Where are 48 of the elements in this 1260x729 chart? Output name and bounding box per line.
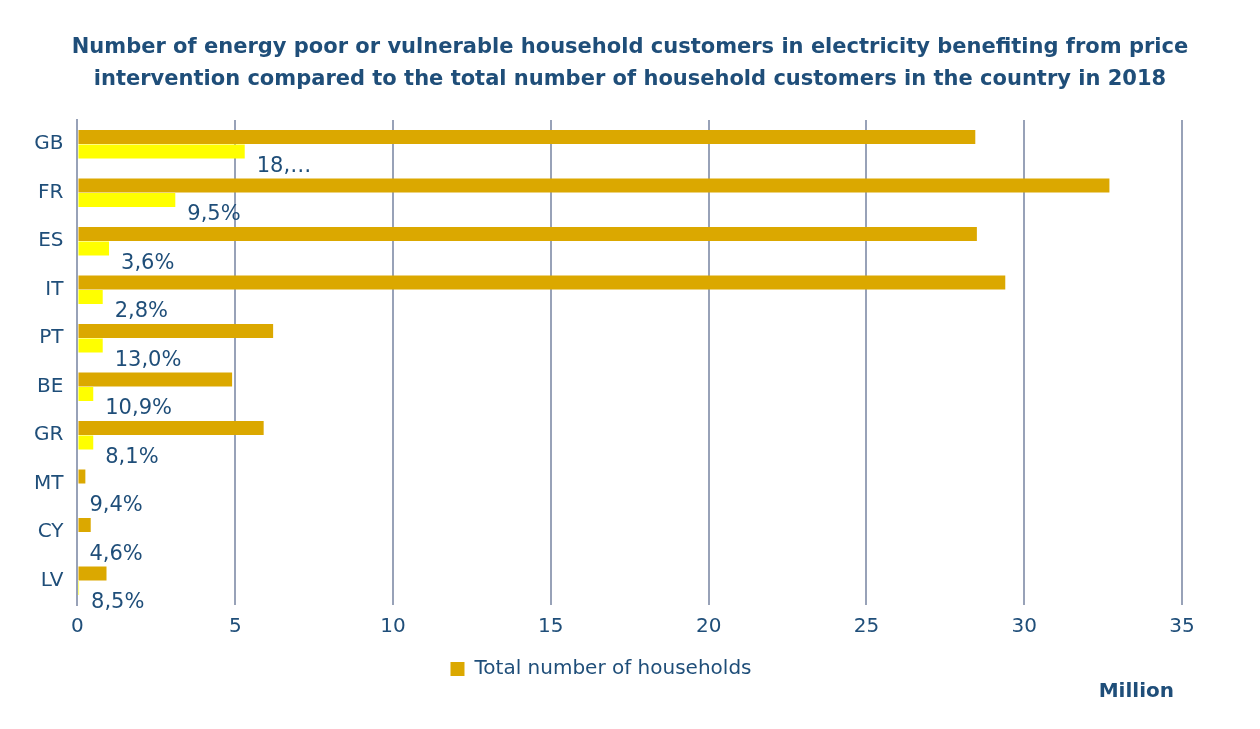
y-tick-label: FR (38, 178, 64, 203)
y-tick-label: GR (34, 421, 64, 446)
bar (78, 387, 94, 401)
bar (78, 241, 110, 256)
annotation: 10,9% (105, 395, 172, 420)
bar (78, 178, 1110, 193)
x-tick-label: 30 (1011, 613, 1037, 638)
annotation: 9,4% (89, 492, 143, 517)
bar (78, 144, 245, 159)
x-tick-label: 10 (380, 613, 406, 638)
bar (78, 324, 274, 338)
y-tick-label: ES (38, 227, 64, 252)
x-tick-label: 20 (695, 613, 722, 638)
annotation: 4,6% (89, 540, 143, 565)
annotation: 8,5% (91, 589, 145, 614)
x-tick-label: 5 (228, 613, 242, 638)
bar (78, 469, 86, 484)
bar (78, 275, 1006, 290)
bar (78, 435, 94, 450)
y-tick-label: MT (33, 469, 65, 494)
y-tick-label: LV (40, 566, 64, 591)
x-tick-label: 35 (1169, 613, 1195, 638)
bar (78, 193, 176, 207)
bar (78, 566, 107, 581)
y-tick-label: IT (45, 275, 65, 300)
x-tick-label: 25 (853, 613, 880, 638)
y-tick-label: GB (34, 130, 64, 155)
bar (78, 421, 264, 435)
bar (78, 290, 103, 304)
bar (78, 338, 103, 353)
annotation: 18,… (256, 152, 312, 177)
x-axis-title: Million (1098, 678, 1174, 703)
bar (78, 372, 233, 387)
bar (78, 227, 977, 241)
x-tick-label: 0 (71, 613, 84, 638)
annotation: 13,0% (114, 346, 182, 371)
y-tick-label: BE (37, 372, 64, 397)
chart-title: Number of energy poor or vulnerable household customers in electricity benefiting from price intervention compared to the total number of household customers in the country in 2018 (70, 33, 1190, 92)
annotation: 9,5% (187, 201, 241, 226)
bar (78, 518, 91, 532)
annotation: 8,1% (105, 443, 159, 468)
annotation: 2,8% (114, 298, 169, 323)
legend-label: Total number of households (473, 655, 752, 680)
y-tick-label: PT (39, 324, 65, 349)
y-tick-label: CY (37, 518, 65, 543)
annotation: 3,6% (121, 249, 175, 274)
x-tick-label: 15 (538, 613, 564, 638)
bar (78, 130, 976, 144)
